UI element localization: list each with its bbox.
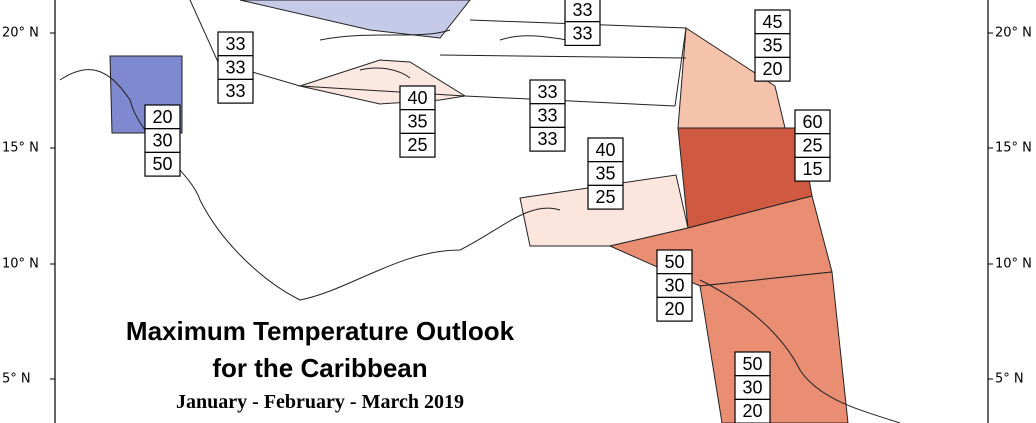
probability: 50	[664, 252, 684, 272]
labels: 20° N 15° N 10° N 5° N 20° N 15° N 10° N 5° N	[2, 26, 1032, 387]
probability: 20	[664, 299, 684, 319]
probability: 33	[225, 34, 245, 54]
probability: 60	[802, 112, 822, 132]
outlook-boxes: 33 33 33 33 33 20 30 50 40 35 25 33 33 33 40 35 25 45 35 20…	[144, 0, 831, 423]
map-title: for the Caribbean	[212, 353, 427, 383]
box-cell	[529, 126, 566, 152]
probability: 50	[742, 354, 762, 374]
probability: 15	[802, 159, 822, 179]
probability: 33	[572, 0, 592, 20]
box-cell	[399, 132, 436, 158]
probability: 33	[225, 57, 245, 77]
probability: 35	[595, 163, 615, 183]
probability: 30	[742, 377, 762, 397]
box-cell	[217, 78, 254, 104]
probability: 20	[742, 401, 762, 421]
box-cell	[564, 21, 601, 47]
map-subtitle: January - February - March 2019	[176, 391, 464, 413]
region	[699, 271, 849, 423]
probability: 33	[572, 23, 592, 43]
latitude-label: 5° N	[2, 372, 31, 387]
latitude-label: 5° N	[995, 372, 1024, 387]
probability: 35	[762, 35, 782, 55]
map-title: Maximum Temperature Outlook	[126, 316, 515, 346]
latitude-label: 10° N	[2, 257, 39, 272]
box-cell	[144, 151, 181, 177]
region	[239, 0, 471, 39]
probability: 30	[152, 130, 172, 150]
boundary	[439, 54, 687, 59]
probability: 33	[537, 129, 557, 149]
frame	[54, 0, 989, 423]
latitude-label: 15° N	[995, 141, 1032, 156]
box-cell	[734, 398, 771, 423]
probability: 25	[595, 187, 615, 207]
box-cell	[754, 56, 791, 82]
probability: 45	[762, 12, 782, 32]
probability: 25	[407, 135, 427, 155]
box-cell	[656, 296, 693, 322]
probability: 33	[537, 105, 557, 125]
probability: 25	[802, 135, 822, 155]
latitude-label: 20° N	[995, 26, 1032, 41]
probability: 33	[225, 81, 245, 101]
boundary	[469, 19, 687, 107]
coastline	[699, 279, 901, 423]
probability: 20	[762, 59, 782, 79]
box-cell	[587, 184, 624, 210]
probability: 30	[664, 275, 684, 295]
probability: 35	[407, 111, 427, 131]
probability: 20	[152, 107, 172, 127]
probability: 40	[595, 140, 615, 160]
latitude-label: 20° N	[2, 26, 39, 41]
latitude-label: 15° N	[2, 141, 39, 156]
probability: 40	[407, 88, 427, 108]
probability: 33	[537, 82, 557, 102]
latitude-label: 10° N	[995, 257, 1032, 272]
outlook-regions	[109, 0, 849, 423]
box-cell	[794, 156, 831, 182]
probability: 50	[152, 154, 172, 174]
